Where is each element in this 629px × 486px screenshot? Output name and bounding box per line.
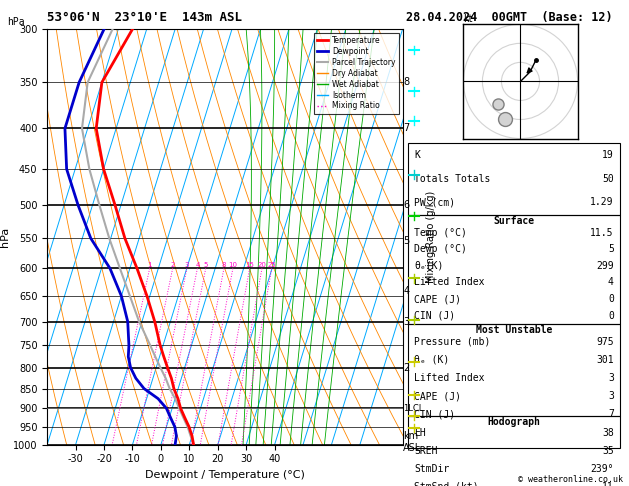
Text: 50: 50	[602, 174, 614, 184]
Text: 3: 3	[608, 391, 614, 401]
Text: 35: 35	[602, 446, 614, 456]
Text: 3: 3	[185, 262, 189, 268]
Text: © weatheronline.co.uk: © weatheronline.co.uk	[518, 474, 623, 484]
Text: 299: 299	[596, 261, 614, 271]
Text: 7: 7	[403, 123, 409, 134]
Text: 4: 4	[403, 286, 409, 295]
Text: kt: kt	[464, 14, 473, 24]
Text: CIN (J): CIN (J)	[414, 311, 455, 321]
Text: 301: 301	[596, 355, 614, 365]
Text: 11.5: 11.5	[590, 228, 614, 238]
X-axis label: Dewpoint / Temperature (°C): Dewpoint / Temperature (°C)	[145, 470, 305, 480]
Text: Surface: Surface	[493, 216, 535, 226]
Legend: Temperature, Dewpoint, Parcel Trajectory, Dry Adiabat, Wet Adiabat, Isotherm, Mi: Temperature, Dewpoint, Parcel Trajectory…	[314, 33, 399, 114]
Text: Mixing Ratio (g/kg): Mixing Ratio (g/kg)	[426, 191, 436, 283]
Text: 25: 25	[267, 262, 276, 268]
Text: 19: 19	[602, 150, 614, 160]
Text: Temp (°C): Temp (°C)	[414, 228, 467, 238]
Text: θₑ(K): θₑ(K)	[414, 261, 443, 271]
Text: 5: 5	[403, 237, 409, 246]
Text: 53°06'N  23°10'E  143m ASL: 53°06'N 23°10'E 143m ASL	[47, 11, 242, 24]
Text: CAPE (J): CAPE (J)	[414, 294, 461, 304]
Text: 0: 0	[608, 294, 614, 304]
Text: 239°: 239°	[590, 464, 614, 474]
Text: K: K	[414, 150, 420, 160]
Text: SREH: SREH	[414, 446, 438, 456]
Y-axis label: hPa: hPa	[0, 227, 10, 247]
Text: 5: 5	[204, 262, 208, 268]
Text: 1.29: 1.29	[590, 197, 614, 207]
Text: 4: 4	[608, 278, 614, 287]
Text: Lifted Index: Lifted Index	[414, 278, 484, 287]
Text: PW (cm): PW (cm)	[414, 197, 455, 207]
Text: Totals Totals: Totals Totals	[414, 174, 491, 184]
Bar	[408, 215, 620, 324]
Text: StmDir: StmDir	[414, 464, 449, 474]
Text: StmSpd (kt): StmSpd (kt)	[414, 482, 479, 486]
Text: 28.04.2024  00GMT  (Base: 12): 28.04.2024 00GMT (Base: 12)	[406, 11, 612, 24]
Text: 3: 3	[403, 316, 409, 327]
Text: hPa: hPa	[8, 17, 25, 27]
Text: 3: 3	[608, 373, 614, 383]
Text: EH: EH	[414, 428, 426, 438]
Text: 2: 2	[403, 363, 409, 373]
Text: 975: 975	[596, 337, 614, 347]
Text: 7: 7	[608, 409, 614, 419]
Text: 2: 2	[170, 262, 175, 268]
Text: θₑ (K): θₑ (K)	[414, 355, 449, 365]
Text: CIN (J): CIN (J)	[414, 409, 455, 419]
Text: 0: 0	[608, 311, 614, 321]
Text: Pressure (mb): Pressure (mb)	[414, 337, 491, 347]
Text: 1LCL: 1LCL	[403, 404, 424, 413]
Text: 6: 6	[403, 200, 409, 210]
Text: 11: 11	[602, 482, 614, 486]
Text: 20: 20	[257, 262, 266, 268]
Text: 5: 5	[608, 244, 614, 254]
Text: Dewp (°C): Dewp (°C)	[414, 244, 467, 254]
Text: Lifted Index: Lifted Index	[414, 373, 484, 383]
Bar	[408, 143, 620, 215]
Text: 8: 8	[403, 77, 409, 87]
Bar	[408, 324, 620, 416]
Bar	[408, 416, 620, 448]
Text: Most Unstable: Most Unstable	[476, 325, 552, 335]
Text: km
ASL: km ASL	[403, 432, 421, 453]
Text: CAPE (J): CAPE (J)	[414, 391, 461, 401]
Text: 10: 10	[228, 262, 237, 268]
Text: 8: 8	[221, 262, 226, 268]
Text: 15: 15	[245, 262, 254, 268]
Text: Hodograph: Hodograph	[487, 417, 540, 427]
Text: 38: 38	[602, 428, 614, 438]
Text: 1: 1	[147, 262, 152, 268]
Text: 4: 4	[195, 262, 199, 268]
